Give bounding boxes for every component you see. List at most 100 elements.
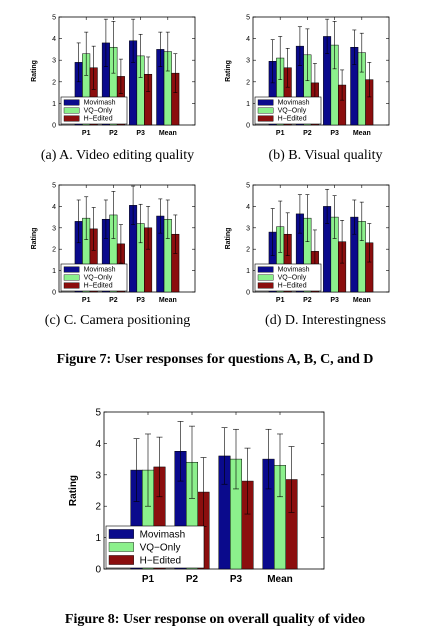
legend-label: Movimash <box>278 100 310 107</box>
chart-3: 0 1 2 3 4 5 Rating P1 P2 P3 Mean MovimashVQ−OnlyH−E… <box>31 182 196 304</box>
x-tick-label: P2 <box>303 297 312 304</box>
x-tick-label: P1 <box>276 130 285 137</box>
legend-swatch <box>63 115 80 122</box>
legend-label: Movimash <box>140 530 186 541</box>
y-tick-label: 4 <box>95 439 101 450</box>
y-tick-label: 5 <box>52 182 56 189</box>
legend-label: VQ−Only <box>84 275 113 282</box>
legend-label: H−Edited <box>278 283 307 290</box>
legend-label: VQ−Only <box>140 543 181 554</box>
y-axis-label: Rating <box>31 228 38 250</box>
chart-2: 0 1 2 3 4 5 Rating P1 P2 P3 Mean MovimashVQ−OnlyH−E… <box>225 14 390 137</box>
y-tick-label: 2 <box>52 247 56 254</box>
y-axis-label: Rating <box>31 60 38 82</box>
y-tick-label: 4 <box>52 204 56 211</box>
legend-label: VQ−Only <box>278 108 307 115</box>
y-tick-label: 3 <box>95 470 101 481</box>
y-tick-label: 4 <box>52 36 56 43</box>
legend-label: Movimash <box>84 267 116 274</box>
legend-label: H−Edited <box>140 556 181 567</box>
x-tick-label: P1 <box>82 297 91 304</box>
figure7-caption: Figure 7: User responses for questions A… <box>56 352 374 367</box>
legend-swatch <box>257 107 274 114</box>
legend-label: H−Edited <box>84 283 113 290</box>
y-tick-label: 5 <box>246 14 250 21</box>
y-tick-label: 5 <box>52 14 56 21</box>
y-tick-label: 1 <box>52 268 56 275</box>
legend-swatch <box>257 115 274 122</box>
legend-label: Movimash <box>278 267 310 274</box>
legend-swatch <box>257 274 274 281</box>
y-tick-label: 3 <box>246 58 250 65</box>
y-tick-label: 4 <box>246 204 250 211</box>
y-tick-label: 0 <box>52 122 56 129</box>
x-tick-label: Mean <box>353 130 371 137</box>
legend-swatch <box>63 99 80 106</box>
y-tick-label: 0 <box>95 565 101 576</box>
y-tick-label: 5 <box>95 408 101 419</box>
legend-swatch <box>108 542 134 552</box>
plot-frame <box>252 184 390 293</box>
legend-label: H−Edited <box>278 116 307 123</box>
legend-label: Movimash <box>84 100 116 107</box>
x-tick-label: P1 <box>276 297 285 304</box>
chart-5: 0 1 2 3 4 5 Rating P1 P2 P3 Mean Movimash VQ−Only H−E… <box>68 408 325 585</box>
y-tick-label: 2 <box>95 502 101 513</box>
plot-frame <box>103 411 325 570</box>
x-tick-label: Mean <box>353 297 371 304</box>
plot-frame <box>58 16 196 126</box>
x-tick-label: P2 <box>109 130 118 137</box>
x-tick-label: P3 <box>136 130 145 137</box>
chart-4: 0 1 2 3 4 5 Rating P1 P2 P3 Mean MovimashVQ−OnlyH−E… <box>225 182 390 304</box>
x-tick-label: P3 <box>330 130 339 137</box>
legend-swatch <box>63 282 80 289</box>
y-tick-label: 1 <box>246 268 250 275</box>
x-tick-label: Mean <box>159 130 177 137</box>
legend-swatch <box>108 555 134 565</box>
y-tick-label: 1 <box>52 101 56 108</box>
x-tick-label: Mean <box>159 297 177 304</box>
legend-swatch <box>63 107 80 114</box>
chart-1: 0 1 2 3 4 5 Rating P1 P2 P3 Mean MovimashVQ−OnlyH−E… <box>31 14 196 137</box>
y-tick-label: 0 <box>52 289 56 296</box>
y-tick-label: 3 <box>52 225 56 232</box>
y-tick-label: 2 <box>246 247 250 254</box>
x-tick-label: Mean <box>267 574 293 585</box>
x-tick-label: P2 <box>303 130 312 137</box>
x-tick-label: P3 <box>230 574 243 585</box>
y-tick-label: 2 <box>246 79 250 86</box>
y-tick-label: 1 <box>95 533 101 544</box>
x-tick-label: P2 <box>186 574 199 585</box>
y-tick-label: 0 <box>246 122 250 129</box>
x-tick-label: P1 <box>142 574 155 585</box>
x-tick-label: P3 <box>136 297 145 304</box>
y-axis-label: Rating <box>225 228 232 250</box>
legend-label: VQ−Only <box>278 275 307 282</box>
legend-swatch <box>63 274 80 281</box>
y-tick-label: 1 <box>246 101 250 108</box>
plot-frame <box>252 16 390 126</box>
legend-swatch <box>108 529 134 539</box>
y-tick-label: 0 <box>246 289 250 296</box>
y-tick-label: 3 <box>246 225 250 232</box>
subcaption-c: (c) C. Camera positioning <box>44 313 191 328</box>
subcaption-a: (a) A. Video editing quality <box>40 148 195 163</box>
y-tick-label: 2 <box>52 79 56 86</box>
y-axis-label: Rating <box>225 60 232 82</box>
y-axis-label: Rating <box>68 475 79 506</box>
y-tick-label: 5 <box>246 182 250 189</box>
legend-label: H−Edited <box>84 116 113 123</box>
legend-swatch <box>257 99 274 106</box>
x-tick-label: P2 <box>109 297 118 304</box>
legend-label: VQ−Only <box>84 108 113 115</box>
legend-swatch <box>257 282 274 289</box>
x-tick-label: P3 <box>330 297 339 304</box>
figure8-caption: Figure 8: User response on overall quali… <box>64 612 366 627</box>
y-tick-label: 4 <box>246 36 250 43</box>
plot-frame <box>58 184 196 293</box>
subcaption-d: (d) D. Interestingness <box>265 313 386 328</box>
y-tick-label: 3 <box>52 58 56 65</box>
x-tick-label: P1 <box>82 130 91 137</box>
legend-swatch <box>257 266 274 273</box>
